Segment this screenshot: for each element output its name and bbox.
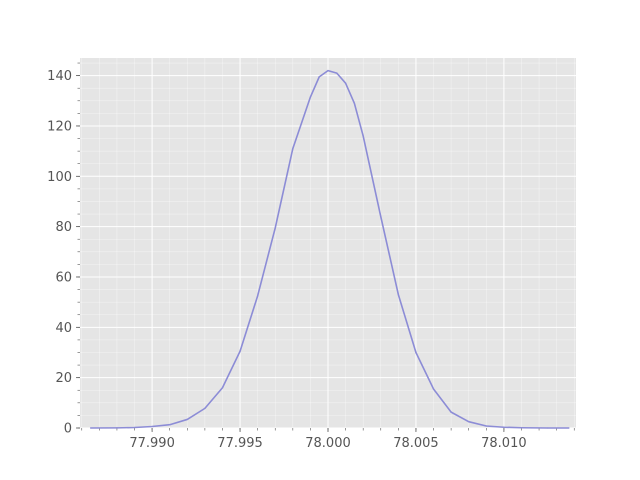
data-point	[432, 388, 435, 390]
series-group	[89, 69, 570, 429]
y-tick-label: 40	[55, 321, 72, 336]
data-point	[151, 425, 153, 428]
data-point	[336, 72, 338, 74]
data-point	[503, 426, 505, 428]
x-tick-label: 78.010	[481, 436, 527, 451]
x-tick-label: 78.005	[393, 436, 439, 451]
y-tick-label: 100	[47, 170, 72, 185]
data-point	[309, 96, 312, 98]
axis-tick-labels: 77.990 77.995 78.000 78.005 78.010 0 20 40 60 80 1…	[47, 69, 526, 451]
data-point	[520, 427, 523, 429]
y-tick-label: 120	[47, 119, 72, 134]
grid-major	[80, 58, 576, 429]
y-tick-label: 0	[64, 422, 72, 437]
x-tick-label: 78.000	[305, 436, 351, 451]
data-point	[415, 351, 417, 354]
data-point	[274, 227, 276, 229]
data-point	[344, 82, 347, 84]
data-point	[116, 427, 118, 429]
series-line	[90, 69, 569, 429]
data-point	[221, 387, 224, 389]
data-point	[450, 411, 452, 413]
y-tick-label: 60	[55, 270, 72, 285]
y-tick-label: 80	[55, 220, 72, 235]
axis-ticks	[76, 62, 575, 432]
data-point	[327, 69, 329, 72]
data-point	[204, 407, 206, 409]
data-point	[547, 427, 549, 429]
data-point	[239, 350, 241, 352]
data-point	[292, 148, 294, 150]
data-point	[133, 426, 136, 429]
data-point	[318, 76, 320, 78]
data-point	[397, 293, 399, 296]
x-tick-label: 77.995	[217, 436, 263, 451]
data-point	[186, 418, 188, 421]
data-point	[485, 425, 487, 427]
data-point	[362, 135, 364, 137]
y-tick-label: 20	[55, 371, 72, 386]
data-point	[353, 102, 355, 104]
data-point	[468, 421, 470, 423]
data-point	[380, 215, 382, 218]
data-point	[257, 295, 259, 297]
y-tick-label: 140	[47, 69, 72, 84]
data-point	[89, 427, 92, 429]
data-point	[169, 424, 171, 426]
data-point	[568, 427, 570, 429]
x-tick-label: 77.990	[129, 436, 175, 451]
